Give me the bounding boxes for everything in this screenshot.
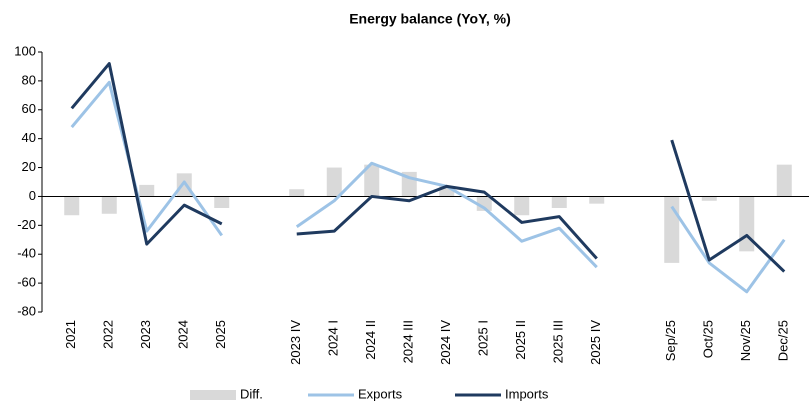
y-tick-label: 40 bbox=[22, 130, 36, 145]
x-tick-label: 2023 IV bbox=[288, 320, 303, 365]
bar bbox=[139, 184, 155, 197]
bar bbox=[364, 164, 380, 197]
x-tick-label: 2025 III bbox=[551, 320, 566, 363]
line bbox=[670, 139, 786, 273]
x-tick-label: 2024 II bbox=[363, 320, 378, 360]
x-tick-label: Nov/25 bbox=[738, 320, 753, 361]
chart-title: Energy balance (YoY, %) bbox=[349, 11, 511, 27]
line bbox=[296, 184, 598, 260]
bar bbox=[664, 196, 680, 263]
x-tick-label: 2025 IV bbox=[588, 320, 603, 365]
bar bbox=[289, 189, 305, 197]
y-tick-label: -60 bbox=[17, 275, 36, 290]
x-tick-label: 2024 III bbox=[401, 320, 416, 363]
y-tick-label: 80 bbox=[22, 72, 36, 87]
line bbox=[70, 80, 223, 237]
bar bbox=[701, 196, 717, 201]
x-tick-label: 2025 I bbox=[476, 320, 491, 356]
bar bbox=[101, 196, 117, 214]
x-tick-label: 2025 bbox=[213, 320, 228, 349]
bar bbox=[64, 196, 80, 216]
x-tick-label: Oct/25 bbox=[701, 320, 716, 358]
bar bbox=[214, 196, 230, 208]
x-tick-label: 2024 I bbox=[326, 320, 341, 356]
x-tick-label: Dec/25 bbox=[776, 320, 791, 361]
bar bbox=[514, 196, 530, 216]
line bbox=[670, 205, 786, 294]
bar bbox=[326, 167, 342, 197]
x-tick-label: 2021 bbox=[63, 320, 78, 349]
legend-label: Imports bbox=[505, 386, 549, 401]
y-tick-label: -40 bbox=[17, 246, 36, 261]
legend-label: Diff. bbox=[240, 386, 263, 401]
x-tick-label: 2022 bbox=[101, 320, 116, 349]
x-tick-label: 2024 IV bbox=[438, 320, 453, 365]
bar bbox=[589, 196, 605, 204]
line bbox=[70, 62, 223, 246]
bar bbox=[439, 186, 455, 197]
x-tick-label: 2023 bbox=[138, 320, 153, 349]
legend-swatch bbox=[190, 390, 236, 400]
y-tick-label: -20 bbox=[17, 217, 36, 232]
bar bbox=[176, 173, 192, 197]
x-tick-label: Sep/25 bbox=[663, 320, 678, 361]
y-tick-label: 60 bbox=[22, 101, 36, 116]
y-tick-label: -80 bbox=[17, 303, 36, 318]
y-tick-label: 100 bbox=[14, 43, 36, 58]
x-tick-label: 2025 II bbox=[513, 320, 528, 360]
x-tick-label: 2024 bbox=[176, 320, 191, 349]
bar bbox=[776, 164, 792, 197]
legend-label: Exports bbox=[358, 386, 403, 401]
y-tick-label: 20 bbox=[22, 159, 36, 174]
bar bbox=[551, 196, 567, 208]
y-tick-label: 0 bbox=[29, 188, 36, 203]
bar bbox=[739, 196, 755, 252]
